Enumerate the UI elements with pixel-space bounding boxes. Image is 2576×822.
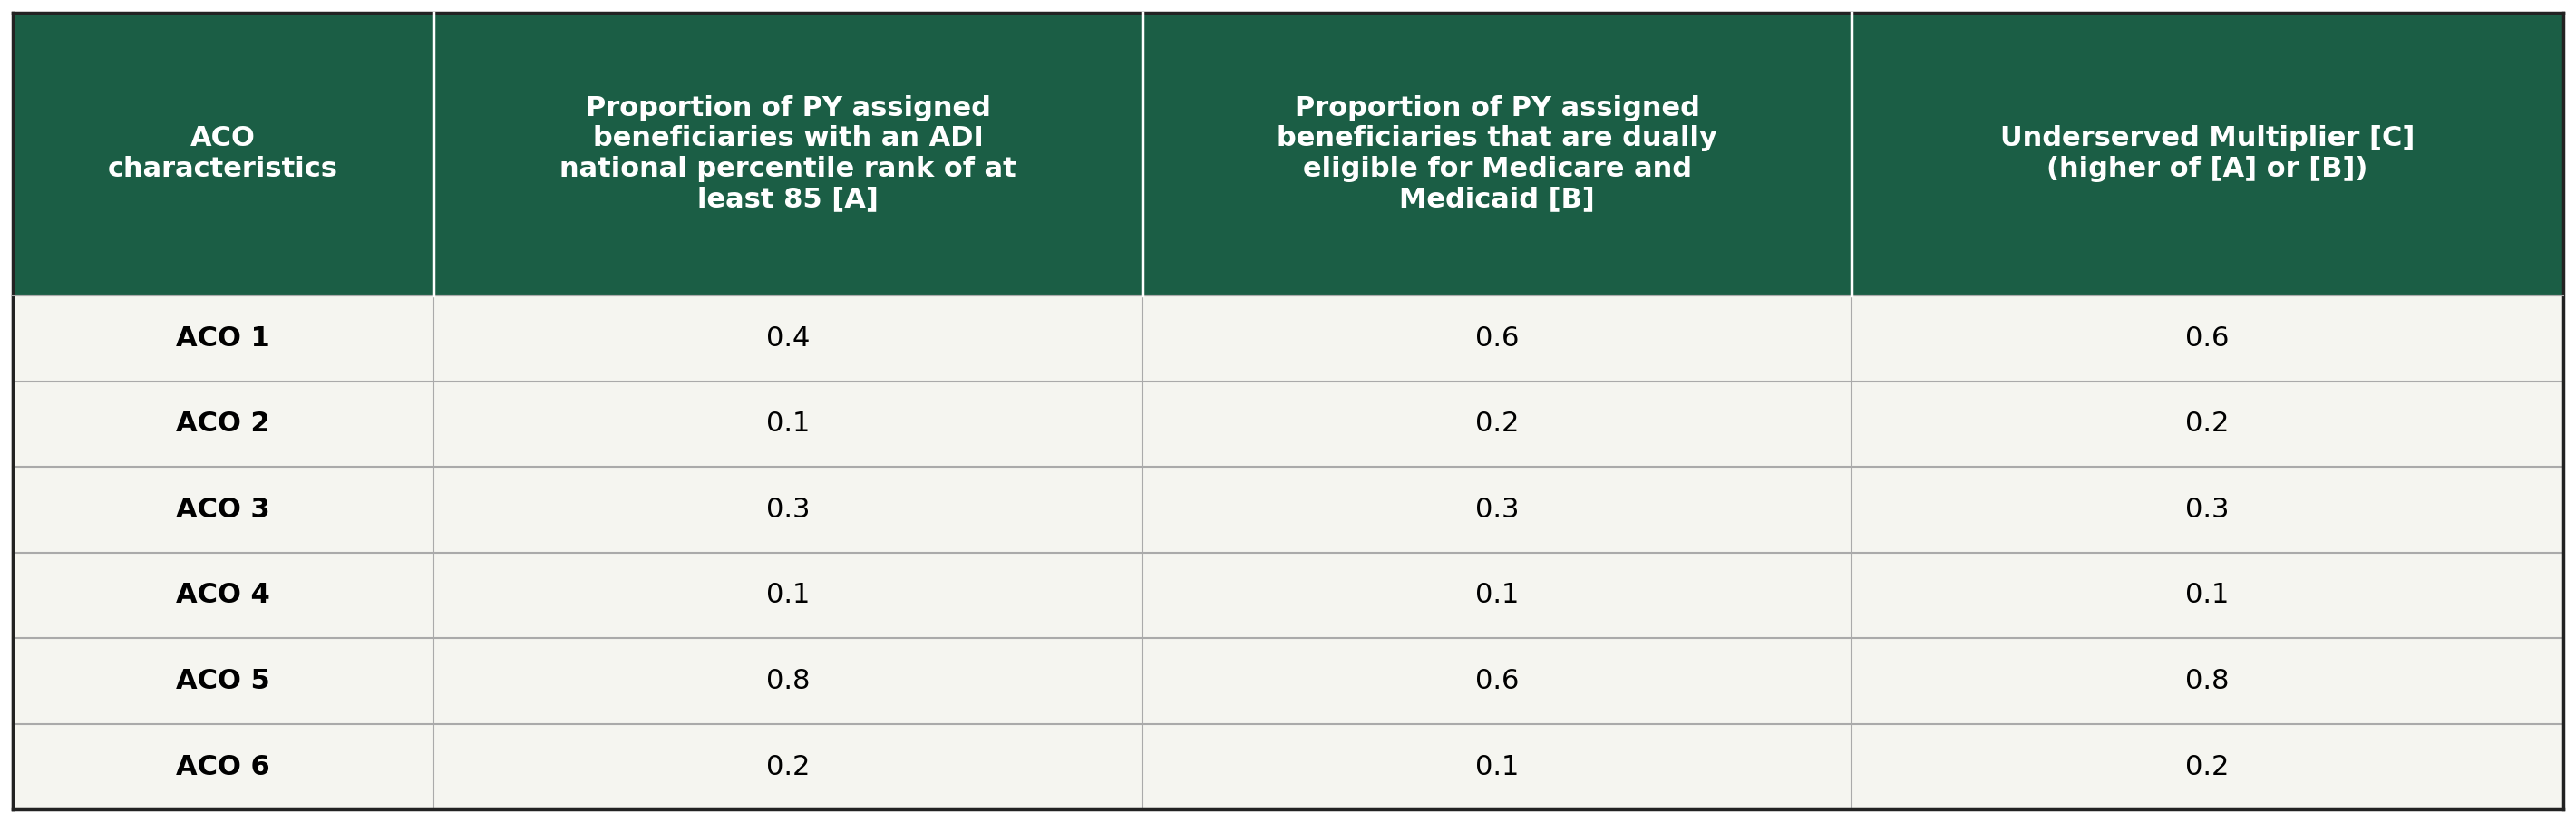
Text: 0.1: 0.1	[1476, 754, 1520, 780]
Bar	[433, 638, 1144, 724]
Bar	[13, 638, 433, 724]
Bar	[1144, 381, 1852, 467]
Bar	[13, 467, 433, 552]
Bar	[1852, 638, 2563, 724]
Text: ACO 2: ACO 2	[175, 411, 270, 437]
Bar	[13, 12, 433, 295]
Text: Proportion of PY assigned
beneficiaries that are dually
eligible for Medicare an: Proportion of PY assigned beneficiaries …	[1278, 95, 1718, 213]
Bar	[433, 381, 1144, 467]
Bar	[433, 12, 1144, 295]
Bar	[1852, 381, 2563, 467]
Bar	[1144, 295, 1852, 381]
Text: 0.3: 0.3	[2184, 496, 2228, 523]
Bar	[1144, 724, 1852, 810]
Bar	[1852, 552, 2563, 638]
Text: 0.3: 0.3	[765, 496, 809, 523]
Text: ACO
characteristics: ACO characteristics	[108, 126, 337, 182]
Text: 0.2: 0.2	[2184, 411, 2228, 437]
Text: Proportion of PY assigned
beneficiaries with an ADI
national percentile rank of : Proportion of PY assigned beneficiaries …	[559, 95, 1018, 213]
Bar	[13, 381, 433, 467]
Bar	[13, 295, 433, 381]
Text: 0.6: 0.6	[2184, 326, 2228, 351]
Text: ACO 3: ACO 3	[175, 496, 270, 523]
Text: 0.2: 0.2	[765, 754, 809, 780]
Bar	[433, 295, 1144, 381]
Text: 0.1: 0.1	[2184, 582, 2228, 608]
Bar	[433, 724, 1144, 810]
Text: ACO 1: ACO 1	[175, 326, 270, 351]
Text: 0.3: 0.3	[1476, 496, 1520, 523]
Bar	[13, 724, 433, 810]
Text: 0.4: 0.4	[765, 326, 809, 351]
Bar	[433, 552, 1144, 638]
Text: 0.1: 0.1	[1476, 582, 1520, 608]
Text: ACO 4: ACO 4	[175, 582, 270, 608]
Text: 0.2: 0.2	[2184, 754, 2228, 780]
Bar	[1852, 295, 2563, 381]
Bar	[1852, 467, 2563, 552]
Text: 0.6: 0.6	[1476, 668, 1520, 695]
Bar	[1852, 724, 2563, 810]
Text: 0.2: 0.2	[1476, 411, 1520, 437]
Bar	[1144, 638, 1852, 724]
Text: Underserved Multiplier [C]
(higher of [A] or [B]): Underserved Multiplier [C] (higher of [A…	[1999, 126, 2414, 182]
Bar	[13, 552, 433, 638]
Text: 0.8: 0.8	[2184, 668, 2228, 695]
Bar	[433, 467, 1144, 552]
Text: ACO 5: ACO 5	[175, 668, 270, 695]
Text: ACO 6: ACO 6	[175, 754, 270, 780]
Bar	[1144, 552, 1852, 638]
Text: 0.6: 0.6	[1476, 326, 1520, 351]
Bar	[1852, 12, 2563, 295]
Text: 0.1: 0.1	[765, 411, 809, 437]
Text: 0.8: 0.8	[765, 668, 809, 695]
Bar	[1144, 12, 1852, 295]
Bar	[1144, 467, 1852, 552]
Text: 0.1: 0.1	[765, 582, 809, 608]
